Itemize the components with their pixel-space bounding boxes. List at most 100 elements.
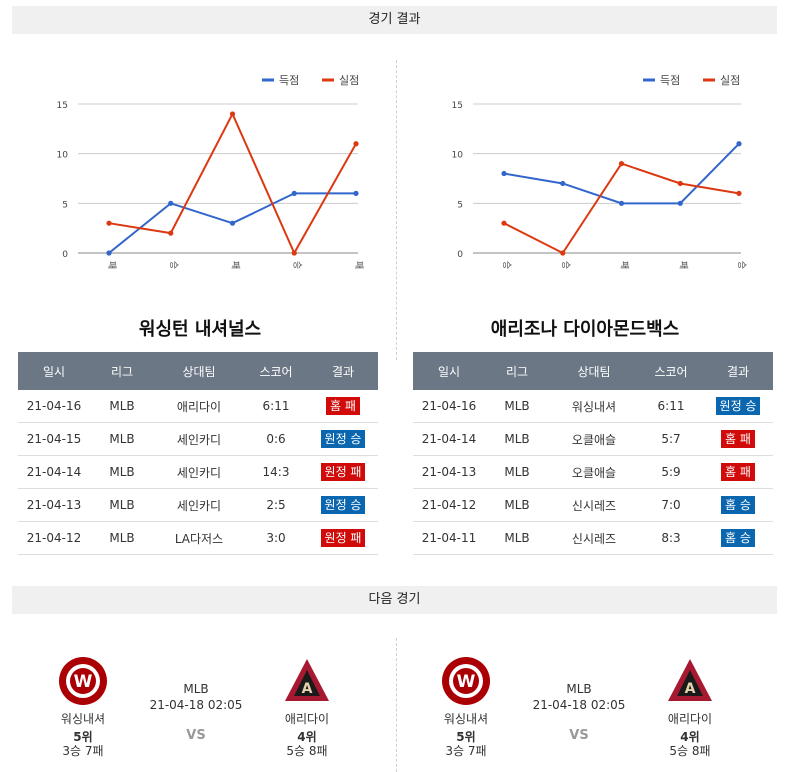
col-league: 리그	[90, 352, 154, 390]
table-header-row: 일시 리그 상대팀 스코어 결과	[18, 352, 378, 390]
result-badge: 홈 패	[721, 430, 755, 448]
data-point	[560, 180, 566, 187]
result-badge: 원정 승	[320, 496, 366, 514]
home-team-rank: 5위	[456, 730, 476, 744]
date-cell: 21-04-11	[413, 521, 485, 555]
table-row: 21-04-12 MLB LA다저스 3:0 원정 패	[18, 521, 378, 555]
game-league: MLB	[566, 682, 592, 696]
result-badge: 원정 승	[715, 397, 761, 415]
data-point	[353, 141, 359, 147]
score-cell: 14:3	[244, 455, 308, 489]
y-tick-label: 0	[457, 250, 463, 260]
result-badge: 원정 승	[320, 430, 366, 448]
date-cell: 21-04-15	[18, 422, 90, 456]
score-cell: 2:5	[244, 488, 308, 522]
league-cell: MLB	[485, 422, 549, 456]
result-cell: 원정 패	[308, 521, 378, 555]
data-point	[677, 200, 683, 206]
table-row: 21-04-15 MLB 세인카디 0:6 원정 승	[18, 422, 378, 456]
next-game-card: W 워싱내셔 5위 3승 7패 MLB 21-04-18 02:05 VS A …	[10, 632, 385, 772]
results-table-arizona: 일시 리그 상대팀 스코어 결과 21-04-16 MLB 워싱내셔 6:11 원정 승…	[413, 352, 773, 555]
opponent-cell: 세인카디	[154, 422, 244, 456]
y-tick-label: 5	[62, 200, 68, 210]
table-row: 21-04-16 MLB 워싱내셔 6:11 원정 승	[413, 390, 773, 423]
series-line-1	[108, 111, 357, 256]
data-point	[501, 220, 507, 226]
table-header-row: 일시 리그 상대팀 스코어 결과	[413, 352, 773, 390]
score-cell: 5:9	[639, 455, 703, 489]
result-cell: 원정 승	[308, 422, 378, 456]
result-cell: 홈 패	[308, 390, 378, 423]
diamondbacks-logo-icon: A	[285, 659, 329, 701]
table-row: 21-04-12 MLB 신시레즈 7:0 홈 승	[413, 488, 773, 522]
data-point	[168, 230, 174, 236]
x-tick-label: 승	[168, 261, 179, 269]
data-point	[677, 180, 683, 187]
x-tick-label: 패	[353, 261, 364, 269]
result-cell: 원정 승	[308, 488, 378, 522]
result-badge: 홈 승	[721, 529, 755, 547]
score-cell: 6:11	[244, 390, 308, 423]
x-tick-label: 패	[619, 261, 630, 269]
y-tick-label: 15	[452, 101, 463, 111]
washington-score-chart: 0 5 10 15 패 승 패 승 패 득점 실점	[57, 74, 364, 269]
result-badge: 홈 승	[721, 496, 755, 514]
table-row: 21-04-13 MLB 세인카디 2:5 원정 승	[18, 488, 378, 522]
league-cell: MLB	[90, 488, 154, 522]
data-point	[618, 161, 625, 167]
data-point	[736, 190, 742, 196]
table-row: 21-04-14 MLB 세인카디 14:3 원정 패	[18, 455, 378, 489]
column-divider-bottom	[396, 638, 397, 772]
opponent-cell: 신시레즈	[549, 521, 639, 555]
result-cell: 홈 승	[703, 521, 773, 555]
column-divider	[396, 60, 397, 360]
team-title-washington: 워싱턴 내셔널스	[138, 319, 262, 340]
col-score: 스코어	[244, 352, 308, 390]
away-team-record: 5승 8패	[286, 744, 328, 758]
col-league: 리그	[485, 352, 549, 390]
away-team-record: 5승 8패	[669, 744, 711, 758]
legend-label: 득점	[279, 74, 299, 87]
col-opponent: 상대팀	[549, 352, 639, 390]
result-cell: 원정 패	[308, 455, 378, 489]
home-team-record: 3승 7패	[445, 744, 487, 758]
league-cell: MLB	[90, 521, 154, 555]
league-cell: MLB	[90, 390, 154, 423]
game-datetime: 21-04-18 02:05	[532, 698, 626, 712]
result-cell: 홈 패	[703, 422, 773, 456]
away-team-rank: 4위	[680, 730, 700, 744]
score-cell: 8:3	[639, 521, 703, 555]
data-point	[291, 190, 297, 196]
opponent-cell: 오클애슬	[549, 422, 639, 456]
svg-text:W: W	[74, 672, 93, 692]
result-cell: 홈 승	[703, 488, 773, 522]
table-row: 21-04-14 MLB 오클애슬 5:7 홈 패	[413, 422, 773, 456]
league-cell: MLB	[485, 390, 549, 423]
x-tick-label: 승	[501, 261, 512, 269]
result-cell: 원정 승	[703, 390, 773, 423]
home-team-name: 워싱내셔	[443, 712, 489, 726]
date-cell: 21-04-14	[18, 455, 90, 489]
score-cell: 6:11	[639, 390, 703, 423]
y-tick-label: 10	[452, 151, 464, 161]
y-tick-label: 15	[57, 101, 68, 111]
date-cell: 21-04-16	[18, 390, 90, 423]
away-team-name: 애리다이	[284, 712, 330, 726]
home-team-name: 워싱내셔	[60, 712, 106, 726]
col-score: 스코어	[639, 352, 703, 390]
score-cell: 0:6	[244, 422, 308, 456]
legend-label: 실점	[339, 74, 359, 87]
svg-text:A: A	[685, 681, 696, 697]
y-tick-label: 0	[62, 250, 68, 260]
opponent-cell: 신시레즈	[549, 488, 639, 522]
game-datetime: 21-04-18 02:05	[149, 698, 243, 712]
score-cell: 3:0	[244, 521, 308, 555]
next-game-card: W 워싱내셔 5위 3승 7패 MLB 21-04-18 02:05 VS A …	[393, 632, 768, 772]
diamondbacks-logo-icon: A	[668, 659, 712, 701]
date-cell: 21-04-16	[413, 390, 485, 423]
home-team-rank: 5위	[73, 730, 93, 744]
date-cell: 21-04-12	[413, 488, 485, 522]
y-tick-label: 5	[457, 200, 463, 210]
date-cell: 21-04-13	[18, 488, 90, 522]
data-point	[106, 220, 112, 226]
